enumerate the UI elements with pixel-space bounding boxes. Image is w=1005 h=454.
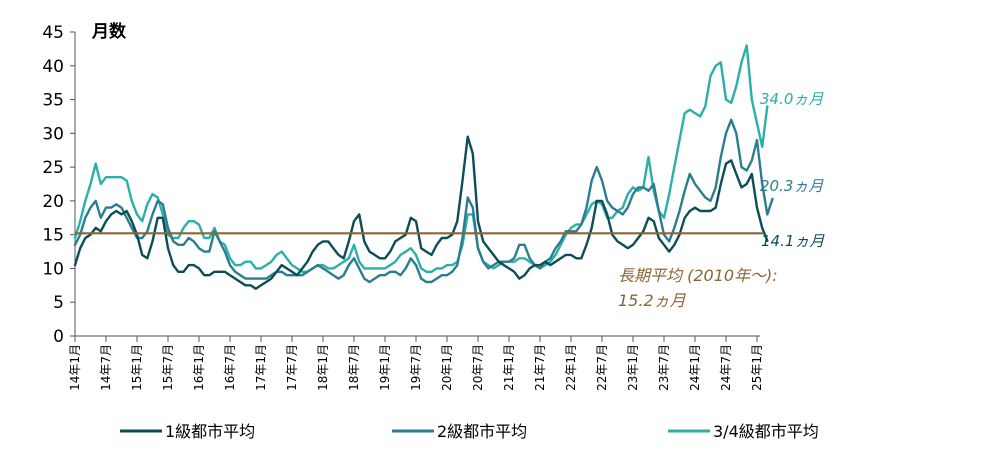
x-tick-label: 23年7月 <box>657 344 671 391</box>
x-tick-label: 22年1月 <box>564 344 578 391</box>
series-2-end-label: 20.3ヵ月 <box>760 177 824 195</box>
y-axis: 0 5 10 15 20 25 30 35 40 45 <box>42 23 76 347</box>
legend-label-1: 1級都市平均 <box>165 422 255 441</box>
x-tick-label: 18年7月 <box>347 344 361 391</box>
x-tick-label: 23年1月 <box>626 344 640 391</box>
x-tick-label: 15年1月 <box>130 344 144 391</box>
y-tick-label: 25 <box>42 158 64 178</box>
y-tick-label: 10 <box>42 259 64 279</box>
x-tick-label: 21年1月 <box>502 344 516 391</box>
x-tick-label: 14年7月 <box>99 344 113 391</box>
x-tick-label: 20年7月 <box>471 344 485 391</box>
x-tick-label: 21年7月 <box>533 344 547 391</box>
series-layer <box>73 44 774 290</box>
x-tick-label: 15年7月 <box>161 344 175 391</box>
x-tick-label: 25年1月 <box>750 344 764 391</box>
x-tick-label: 14年1月 <box>68 344 82 391</box>
y-tick-label: 0 <box>53 327 64 347</box>
series-line-3 <box>73 44 769 273</box>
y-tick-label: 5 <box>53 293 64 313</box>
y-tick-label: 15 <box>42 226 64 246</box>
y-tick-label: 40 <box>42 57 64 77</box>
legend-label-2: 2級都市平均 <box>437 422 527 441</box>
x-tick-label: 17年1月 <box>254 344 268 391</box>
y-tick-label: 45 <box>42 23 64 43</box>
x-tick-label: 18年1月 <box>316 344 330 391</box>
series-line-1 <box>73 135 769 290</box>
series-1-end-label: 14.1ヵ月 <box>761 232 825 250</box>
y-tick-label: 35 <box>42 91 64 111</box>
legend: 1級都市平均 2級都市平均 3/4級都市平均 <box>120 422 819 441</box>
y-tick-label: 30 <box>42 124 64 144</box>
y-axis-label: 月数 <box>91 21 127 42</box>
x-tick-label: 16年7月 <box>223 344 237 391</box>
x-axis: 14年1月 14年7月 15年1月 15年7月 16年1月 16年7月 17年1月 17年7月… <box>68 335 764 391</box>
x-tick-label: 19年1月 <box>378 344 392 391</box>
x-tick-label: 20年1月 <box>440 344 454 391</box>
x-tick-label: 24年7月 <box>719 344 733 391</box>
average-label-line1: 長期平均 (2010年～): <box>618 266 778 285</box>
x-tick-label: 24年1月 <box>688 344 702 391</box>
x-tick-label: 17年7月 <box>285 344 299 391</box>
series-line-2 <box>73 118 774 284</box>
x-tick-label: 19年7月 <box>409 344 423 391</box>
y-tick-label: 20 <box>42 192 64 212</box>
x-tick-label: 22年7月 <box>595 344 609 391</box>
series-3-end-label: 34.0ヵ月 <box>760 90 824 108</box>
average-label-line2: 15.2ヵ月 <box>618 291 687 310</box>
legend-label-3: 3/4級都市平均 <box>713 422 819 441</box>
x-tick-label: 16年1月 <box>192 344 206 391</box>
